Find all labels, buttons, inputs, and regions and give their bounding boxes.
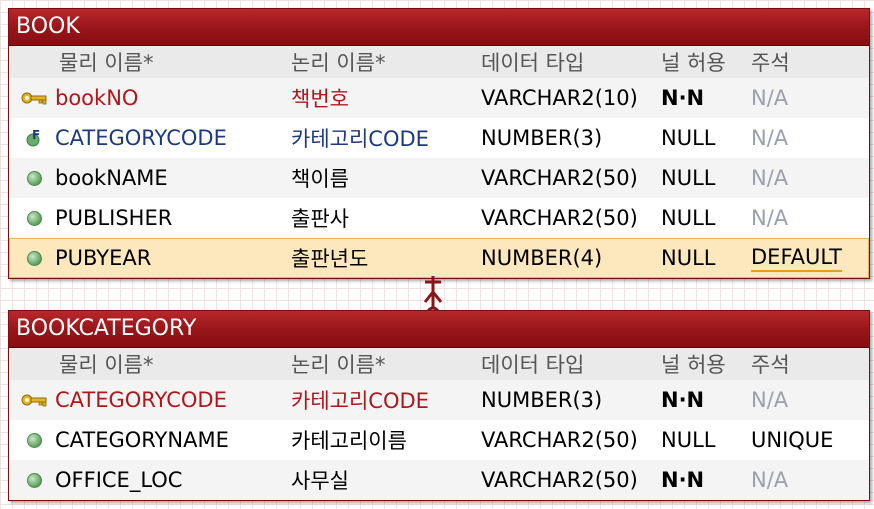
attribute-logical-name: 책번호	[291, 87, 349, 111]
attribute-data-type: VARCHAR2(50)	[481, 206, 638, 230]
attribute-physical-name: CATEGORYNAME	[55, 428, 229, 452]
column-header-logical-name: 논리 이름*	[291, 353, 386, 377]
column-header-data-type: 데이터 타입	[481, 353, 585, 377]
foreign-key-icon: F	[19, 118, 49, 158]
attribute-data-type: VARCHAR2(50)	[481, 428, 638, 452]
entity-bookcategory[interactable]: BOOKCATEGORY 물리 이름* 논리 이름* 데이터 타입 널 허용 주…	[8, 310, 870, 501]
attribute-logical-name: 출판년도	[291, 247, 369, 271]
attribute-comment-cell: DEFAULT	[751, 238, 842, 278]
attribute-dot-icon	[19, 158, 49, 198]
column-header-nullable: 널 허용	[661, 353, 726, 377]
entity-title[interactable]: BOOKCATEGORY	[9, 311, 869, 348]
attribute-dot-icon	[19, 198, 49, 238]
attribute-nullable: N·N	[661, 86, 705, 110]
column-header-data-type: 데이터 타입	[481, 51, 585, 75]
column-header-nullable: 널 허용	[661, 51, 726, 75]
attribute-row-selected[interactable]: PUBYEAR 출판년도 NUMBER(4) NULL DEFAULT	[9, 238, 869, 278]
attribute-logical-name: 카테고리CODE	[291, 127, 429, 151]
attribute-row[interactable]: CATEGORYNAME 카테고리이름 VARCHAR2(50) NULL UN…	[9, 420, 869, 460]
attribute-nullable: NULL	[661, 166, 716, 190]
attribute-logical-name: 사무실	[291, 469, 349, 493]
attribute-dot-icon	[19, 420, 49, 460]
attribute-comment: N/A	[751, 126, 789, 150]
attribute-nullable: NULL	[661, 126, 716, 150]
attribute-data-type: VARCHAR2(50)	[481, 166, 638, 190]
attribute-comment: UNIQUE	[751, 428, 834, 452]
attribute-nullable: N·N	[661, 388, 705, 412]
attribute-row[interactable]: bookNO 책번호 VARCHAR2(10) N·N N/A	[9, 78, 869, 118]
attribute-row[interactable]: F CATEGORYCODE 카테고리CODE NUMBER(3) NULL N…	[9, 118, 869, 158]
attribute-dot-icon	[19, 238, 49, 278]
attribute-nullable: NULL	[661, 206, 716, 230]
column-header-physical-name: 물리 이름*	[59, 51, 154, 75]
entity-book[interactable]: BOOK 물리 이름* 논리 이름* 데이터 타입 널 허용 주석 bookNO…	[8, 8, 870, 279]
column-header-comment: 주석	[751, 353, 790, 377]
attribute-physical-name: CATEGORYCODE	[55, 388, 227, 412]
attribute-comment: N/A	[751, 166, 789, 190]
attribute-logical-name: 출판사	[291, 207, 349, 231]
attribute-comment: N/A	[751, 388, 789, 412]
attribute-comment: N/A	[751, 86, 789, 110]
column-header-physical-name: 물리 이름*	[59, 353, 154, 377]
attribute-comment: N/A	[751, 206, 789, 230]
column-header-row: 물리 이름* 논리 이름* 데이터 타입 널 허용 주석	[9, 348, 869, 380]
attribute-logical-name: 책이름	[291, 167, 349, 191]
attribute-row[interactable]: OFFICE_LOC 사무실 VARCHAR2(50) N·N N/A	[9, 460, 869, 500]
attribute-comment: N/A	[751, 468, 789, 492]
primary-key-icon	[19, 78, 49, 118]
attribute-nullable: NULL	[661, 246, 716, 270]
attribute-dot-icon	[19, 460, 49, 500]
attribute-physical-name: OFFICE_LOC	[55, 468, 183, 492]
attribute-row[interactable]: PUBLISHER 출판사 VARCHAR2(50) NULL N/A	[9, 198, 869, 238]
column-header-comment: 주석	[751, 51, 790, 75]
attribute-data-type: NUMBER(3)	[481, 126, 603, 150]
svg-text:F: F	[32, 128, 40, 142]
attribute-physical-name: PUBYEAR	[55, 246, 152, 270]
attribute-logical-name: 카테고리이름	[291, 429, 407, 453]
attribute-comment[interactable]: DEFAULT	[751, 244, 842, 272]
attribute-data-type: NUMBER(4)	[481, 246, 603, 270]
attribute-physical-name: PUBLISHER	[55, 206, 173, 230]
attribute-row[interactable]: bookNAME 책이름 VARCHAR2(50) NULL N/A	[9, 158, 869, 198]
attribute-data-type: VARCHAR2(10)	[481, 86, 638, 110]
attribute-row[interactable]: CATEGORYCODE 카테고리CODE NUMBER(3) N·N N/A	[9, 380, 869, 420]
attribute-data-type: VARCHAR2(50)	[481, 468, 638, 492]
entity-title[interactable]: BOOK	[9, 9, 869, 46]
attribute-data-type: NUMBER(3)	[481, 388, 603, 412]
attribute-nullable: N·N	[661, 468, 705, 492]
column-header-row: 물리 이름* 논리 이름* 데이터 타입 널 허용 주석	[9, 46, 869, 78]
primary-key-icon	[19, 380, 49, 420]
column-header-logical-name: 논리 이름*	[291, 51, 386, 75]
attribute-nullable: NULL	[661, 428, 716, 452]
attribute-physical-name: bookNAME	[55, 166, 168, 190]
attribute-physical-name: CATEGORYCODE	[55, 126, 227, 150]
attribute-physical-name: bookNO	[55, 86, 139, 110]
attribute-logical-name: 카테고리CODE	[291, 389, 429, 413]
